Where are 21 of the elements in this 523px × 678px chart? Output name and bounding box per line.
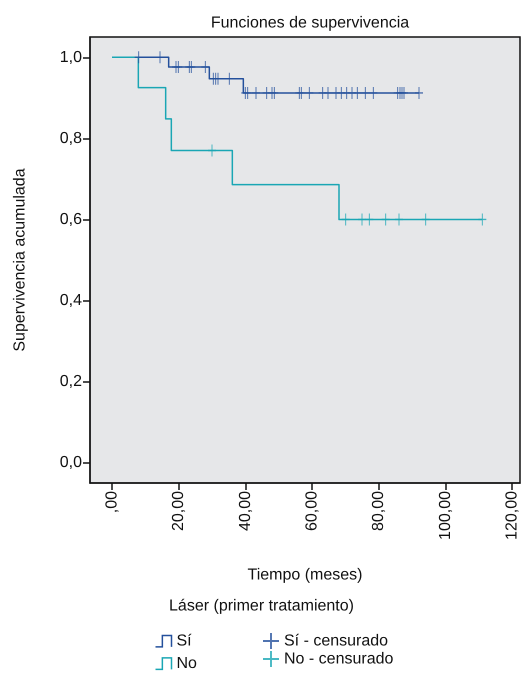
- x-tick-label: 80,00: [370, 490, 388, 532]
- x-tick-label: 120,00: [504, 490, 520, 540]
- x-tick-label: 60,00: [304, 490, 320, 532]
- y-tick-label: 0,6: [60, 210, 82, 228]
- x-axis-title: Tiempo (meses): [248, 566, 362, 584]
- y-tick-label: 0,0: [60, 454, 82, 472]
- y-tick-label: 0,8: [60, 130, 82, 147]
- legend-label: Sí - censurado: [284, 632, 388, 650]
- y-tick-label: 0,2: [60, 373, 82, 390]
- y-tick-label: 0,4: [60, 292, 82, 310]
- legend-label: Sí: [176, 632, 192, 650]
- y-tick-label: 1,0: [60, 48, 82, 66]
- x-tick-label: ,00: [104, 490, 120, 514]
- legend-label: No - censurado: [284, 650, 394, 668]
- x-tick-label: 40,00: [236, 490, 254, 532]
- x-tick-label: 100,00: [436, 490, 454, 540]
- y-axis-title: Supervivencia acumulada: [12, 168, 28, 352]
- legend-title: Láser (primer tratamiento): [169, 598, 354, 614]
- chart-title: Funciones de supervivencia: [210, 14, 410, 32]
- x-tick-label: 20,00: [170, 490, 188, 532]
- legend-label: No: [176, 655, 198, 672]
